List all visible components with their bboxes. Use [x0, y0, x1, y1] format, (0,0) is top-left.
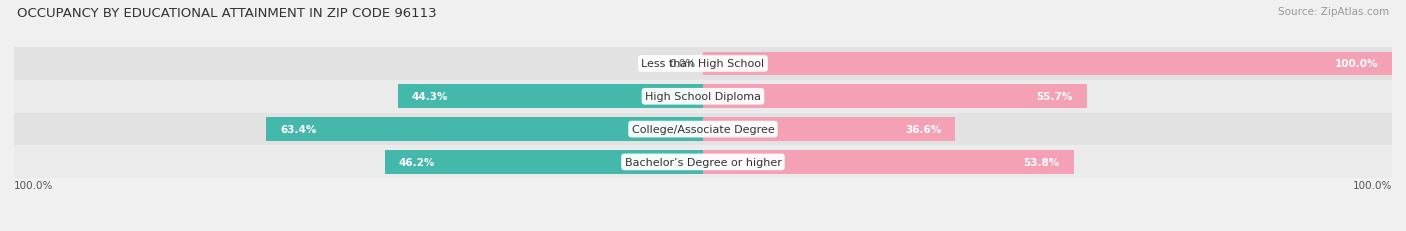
Text: 100.0%: 100.0% [1334, 59, 1378, 69]
Text: Less than High School: Less than High School [641, 59, 765, 69]
Text: 53.8%: 53.8% [1024, 157, 1060, 167]
Text: 0.0%: 0.0% [669, 59, 696, 69]
Bar [703, 150, 1074, 174]
Bar [14, 146, 1392, 179]
Text: Source: ZipAtlas.com: Source: ZipAtlas.com [1278, 7, 1389, 17]
Text: 36.6%: 36.6% [905, 125, 942, 134]
Text: 55.7%: 55.7% [1036, 92, 1073, 102]
Text: 46.2%: 46.2% [398, 157, 434, 167]
Bar [398, 85, 703, 109]
Text: 44.3%: 44.3% [412, 92, 449, 102]
Bar [14, 81, 1392, 113]
Bar [14, 113, 1392, 146]
Text: 63.4%: 63.4% [280, 125, 316, 134]
Text: OCCUPANCY BY EDUCATIONAL ATTAINMENT IN ZIP CODE 96113: OCCUPANCY BY EDUCATIONAL ATTAINMENT IN Z… [17, 7, 436, 20]
Text: Bachelor’s Degree or higher: Bachelor’s Degree or higher [624, 157, 782, 167]
Bar [703, 85, 1087, 109]
Bar [703, 52, 1392, 76]
Text: College/Associate Degree: College/Associate Degree [631, 125, 775, 134]
Text: High School Diploma: High School Diploma [645, 92, 761, 102]
Text: 100.0%: 100.0% [1353, 180, 1392, 191]
Bar [385, 150, 703, 174]
Bar [703, 118, 955, 141]
Text: 100.0%: 100.0% [14, 180, 53, 191]
Bar [14, 48, 1392, 81]
Bar [266, 118, 703, 141]
